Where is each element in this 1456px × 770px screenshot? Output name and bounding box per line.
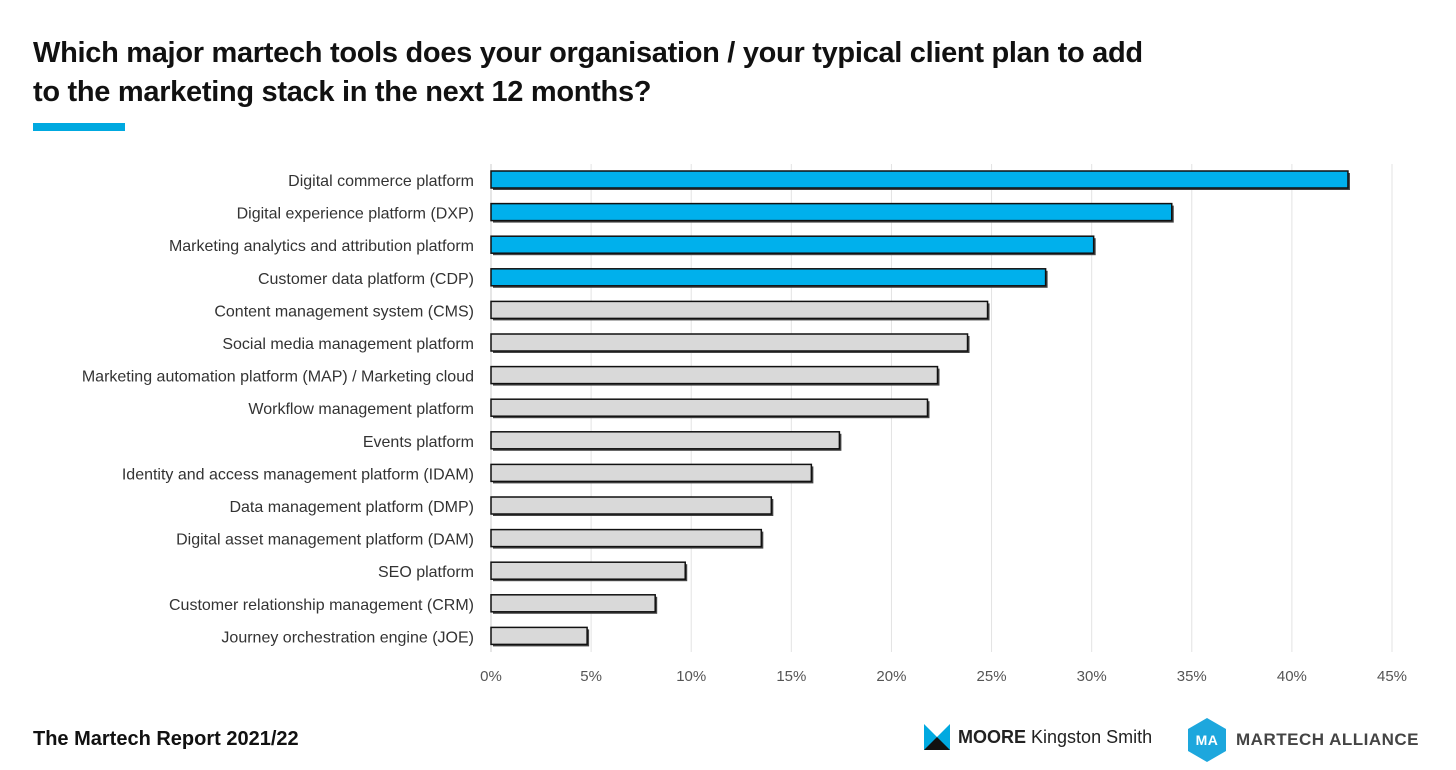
martech-alliance-text: MARTECH ALLIANCE — [1236, 730, 1420, 749]
bar — [490, 202, 1173, 222]
martech-alliance-logo: MA MARTECH ALLIANCE — [1188, 718, 1419, 762]
x-tick-label: 0% — [480, 668, 502, 685]
bar — [490, 235, 1095, 254]
x-tick-label: 30% — [1077, 668, 1107, 685]
moore-text: MOORE — [958, 726, 1027, 747]
x-tick-label: 20% — [876, 668, 906, 685]
bar — [490, 594, 656, 613]
bar — [490, 300, 989, 320]
x-tick-label: 25% — [977, 668, 1007, 685]
bar — [490, 268, 1047, 287]
moore-logo-mark-icon — [924, 724, 950, 750]
x-tick-label: 10% — [676, 668, 706, 685]
bar — [490, 463, 813, 483]
category-label: Digital commerce platform — [288, 173, 474, 190]
title-line-1: Which major martech tools does your orga… — [33, 37, 1143, 69]
bar — [490, 496, 773, 515]
title-accent-bar — [33, 123, 125, 131]
martech-alliance-hexagon-icon: MA — [1188, 718, 1226, 762]
bar — [490, 561, 686, 580]
category-label: Marketing analytics and attribution plat… — [169, 238, 474, 255]
category-label: Workflow management platform — [248, 401, 474, 418]
category-label: Social media management platform — [222, 336, 474, 353]
bar — [490, 333, 969, 352]
bar-chart: 0% 5% 10% 15% 20% 25% 30% 35% 40% 45% Digital comm… — [82, 164, 1407, 685]
x-tick-label: 15% — [776, 668, 806, 685]
ma-mark-text: MA — [1196, 732, 1219, 748]
x-tick-label: 35% — [1177, 668, 1207, 685]
bar — [490, 170, 1349, 189]
title-line-2: to the marketing stack in the next 12 mo… — [33, 76, 652, 108]
bar — [490, 431, 841, 450]
kingston-text: Kingston Smith — [1031, 726, 1153, 747]
category-label: Data management platform (DMP) — [229, 499, 474, 516]
bar — [490, 528, 763, 548]
x-tick-label: 40% — [1277, 668, 1307, 685]
bar — [490, 626, 588, 646]
category-label: Customer relationship management (CRM) — [169, 597, 474, 614]
x-tick-label: 5% — [580, 668, 602, 685]
bar — [490, 398, 929, 417]
bar — [490, 365, 939, 385]
category-label: Journey orchestration engine (JOE) — [221, 629, 474, 646]
category-label: Marketing automation platform (MAP) / Ma… — [82, 369, 474, 386]
category-label: Customer data platform (CDP) — [258, 271, 474, 288]
footer-report-name: The Martech Report 2021/22 — [33, 728, 299, 750]
category-label: Events platform — [363, 434, 474, 451]
moore-kingston-smith-logo: MOORE Kingston Smith — [924, 724, 1152, 750]
category-label: Digital asset management platform (DAM) — [176, 532, 474, 549]
chart-title: Which major martech tools does your orga… — [33, 34, 1143, 112]
category-label: Content management system (CMS) — [214, 303, 474, 320]
category-label: Identity and access management platform … — [122, 466, 474, 483]
category-label: Digital experience platform (DXP) — [237, 206, 474, 223]
category-label: SEO platform — [378, 564, 474, 581]
x-tick-label: 45% — [1377, 668, 1407, 685]
